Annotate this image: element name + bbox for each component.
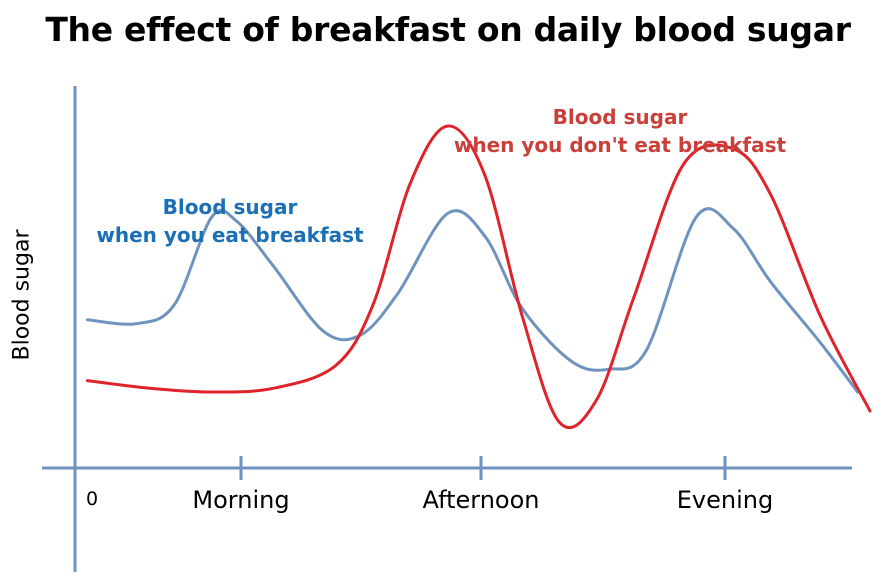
annotation-no-breakfast: Blood sugar when you don't eat breakfast — [420, 103, 820, 159]
x-ticks — [239, 456, 727, 480]
annotation-eat-breakfast: Blood sugar when you eat breakfast — [80, 193, 380, 249]
annotation-eat-line-1: Blood sugar — [162, 195, 298, 219]
x-tick-label-afternoon: Afternoon — [422, 486, 540, 514]
origin-label: 0 — [86, 488, 99, 510]
axes — [42, 86, 852, 572]
annotation-no-line-2: when you don't eat breakfast — [453, 133, 787, 157]
series-layer — [85, 124, 872, 430]
annotation-no-line-1: Blood sugar — [552, 105, 688, 129]
x-tick-label-morning: Morning — [192, 486, 290, 514]
chart-title: The effect of breakfast on daily blood s… — [45, 10, 851, 49]
series-line-no-breakfast — [85, 124, 872, 430]
annotation-eat-line-2: when you eat breakfast — [96, 223, 364, 247]
x-tick-label-evening: Evening — [676, 486, 774, 514]
y-axis-label: Blood sugar — [9, 229, 35, 361]
series-line-eat-breakfast — [85, 207, 860, 394]
